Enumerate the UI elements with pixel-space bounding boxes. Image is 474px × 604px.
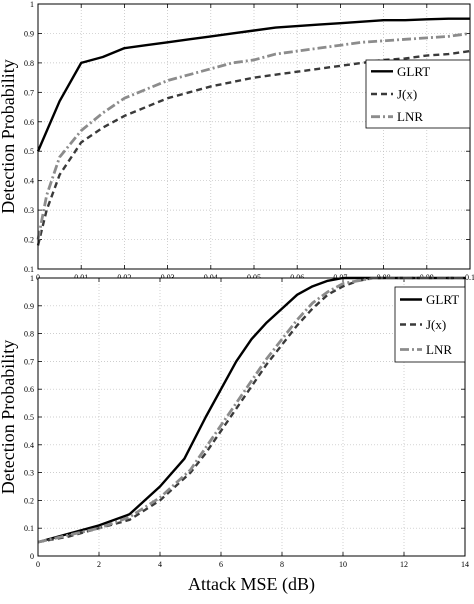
- legend-label: LNR: [397, 109, 423, 124]
- y-tick-label: 0.6: [24, 385, 34, 394]
- x-tick-label: 2: [97, 560, 101, 569]
- y-axis-title: Detection Probability: [0, 59, 18, 213]
- legend-label: GLRT: [426, 292, 459, 307]
- y-axis-title: Detection Probability: [0, 340, 18, 494]
- x-tick-label: 12: [400, 560, 408, 569]
- chart-top-false-alarm: 0 0.01 0.02 0.03 0.04 0.05 0.06 0.07 0.08 0.09 0.1…: [0, 0, 474, 300]
- series-line-jx: [36, 49, 471, 246]
- legend-label: GLRT: [397, 64, 430, 79]
- y-tick-label: 0.8: [24, 59, 34, 68]
- plot-frame: [37, 3, 471, 270]
- y-tick-label: 0.1: [24, 265, 34, 274]
- y-tick-label: 0.5: [24, 147, 34, 156]
- y-tick-label: 0.4: [24, 441, 34, 450]
- chart-bottom-attack-mse: 0 2 4 6 8 10 12 14 0 0.1 0.2 0.3 0.4 0.5 0.6 0.7 0.8 0.9 1…: [0, 274, 469, 595]
- y-tick-label: 0.8: [24, 330, 34, 339]
- y-tick-label: 0.3: [24, 469, 34, 478]
- y-tick-label: 0.1: [24, 524, 34, 533]
- y-tick-label: 0.9: [24, 302, 34, 311]
- x-tick-label: 0: [36, 560, 40, 569]
- legend-label: J(x): [397, 87, 417, 102]
- y-tick-label: 0.2: [24, 496, 34, 505]
- y-tick-label: 1: [30, 274, 34, 283]
- x-tick-label: 4: [158, 560, 162, 569]
- legend: GLRT J(x) LNR: [365, 59, 471, 129]
- y-tick-label: 0.5: [24, 413, 34, 422]
- x-tick-label: 10: [339, 560, 347, 569]
- x-tick-label: 6: [219, 560, 223, 569]
- y-tick-label: 0.7: [24, 357, 34, 366]
- x-axis-title: Attack MSE (dB): [188, 574, 315, 595]
- y-tick-label: 0.6: [24, 118, 34, 127]
- plot-frame: [37, 277, 466, 557]
- legend: GLRT J(x) LNR: [394, 286, 466, 363]
- x-tick-label: 0.1: [465, 273, 474, 282]
- y-tick-label: 0.2: [24, 236, 34, 245]
- y-tick-label: 0.7: [24, 88, 34, 97]
- y-tick-label: 0: [30, 552, 34, 561]
- legend-label: LNR: [426, 342, 452, 357]
- legend-label: J(x): [426, 317, 446, 332]
- y-tick-label: 0.3: [24, 206, 34, 215]
- x-tick-label: 8: [280, 560, 284, 569]
- series-line-glrt: [36, 17, 470, 152]
- y-tick-label: 1: [30, 0, 34, 9]
- y-tick-label: 0.9: [24, 29, 34, 38]
- x-tick-label: 14: [461, 560, 469, 569]
- y-tick-label: 0.4: [24, 177, 34, 186]
